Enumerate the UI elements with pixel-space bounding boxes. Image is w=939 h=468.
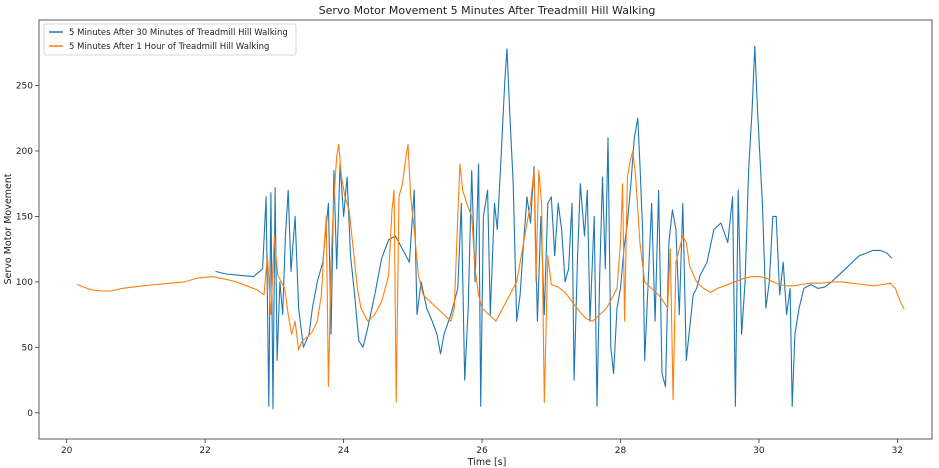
y-axis-title: Servo Motor Movement: [3, 173, 14, 284]
y-tick-label: 0: [27, 409, 33, 419]
legend-frame: [43, 23, 297, 56]
series-line-2: [76, 143, 905, 403]
x-tick-label: 28: [615, 446, 627, 456]
y-tick-label: 50: [22, 343, 34, 353]
y-tick-label: 200: [16, 147, 33, 157]
legend-label-series-1: 5 Minutes After 30 Minutes of Treadmill …: [69, 28, 288, 38]
y-axis: 0 50 100 150 200 250: [16, 81, 39, 419]
x-tick-label: 22: [199, 446, 210, 456]
series-layer: [76, 45, 905, 410]
x-tick-label: 24: [338, 446, 350, 456]
series-line-1: [215, 45, 893, 410]
x-tick-label: 26: [476, 446, 488, 456]
y-tick-label: 150: [16, 212, 33, 222]
x-axis: 20 22 24 26 28 30 32: [61, 439, 903, 456]
x-tick-label: 32: [892, 446, 903, 456]
x-axis-title: Time [s]: [467, 457, 507, 468]
chart-title: Servo Motor Movement 5 Minutes After Tre…: [319, 4, 656, 17]
y-tick-label: 100: [16, 278, 33, 288]
legend: 5 Minutes After 30 Minutes of Treadmill …: [43, 23, 297, 56]
x-tick-label: 30: [753, 446, 765, 456]
y-tick-label: 250: [16, 81, 33, 91]
legend-label-series-2: 5 Minutes After 1 Hour of Treadmill Hill…: [69, 42, 269, 52]
x-tick-label: 20: [61, 446, 73, 456]
plot-area: [38, 19, 933, 440]
